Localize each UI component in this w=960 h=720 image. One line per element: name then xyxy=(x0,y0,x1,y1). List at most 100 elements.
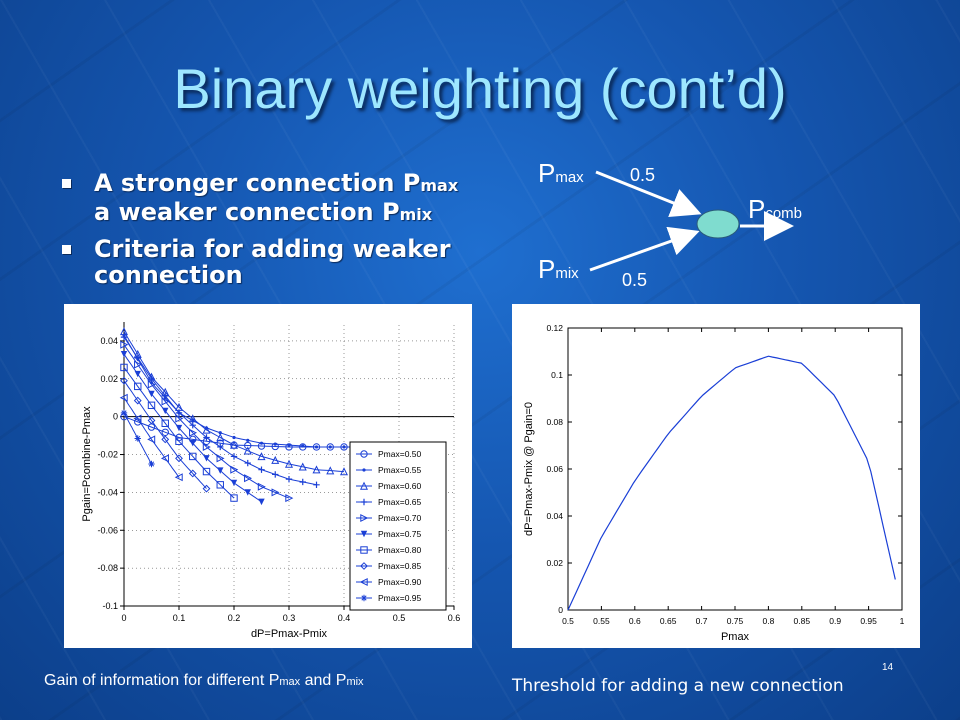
left-caption: Gain of information for different Pmax a… xyxy=(44,672,364,689)
x-tick-label: 0.6 xyxy=(629,616,641,626)
bullet-list: A stronger connection Pmax a weaker conn… xyxy=(62,170,482,296)
y-tick-label: -0.08 xyxy=(97,563,118,573)
data-point-marker xyxy=(134,360,143,369)
data-point-marker xyxy=(148,375,155,382)
y-tick-label: 0.12 xyxy=(546,323,563,333)
data-point-marker xyxy=(161,397,170,406)
x-tick-label: 0.5 xyxy=(562,616,574,626)
x-tick-label: 0.75 xyxy=(727,616,744,626)
legend-entry: Pmax=0.80 xyxy=(378,545,422,555)
data-point-marker xyxy=(230,453,238,460)
x-tick-label: 0.65 xyxy=(660,616,677,626)
data-point-marker xyxy=(162,392,169,400)
data-point-marker xyxy=(298,462,307,471)
arrow-from-pmix xyxy=(589,226,700,272)
data-point-marker xyxy=(258,466,265,473)
data-point-marker xyxy=(120,333,128,341)
data-point-marker xyxy=(147,435,156,444)
data-point-marker xyxy=(326,466,335,475)
data-point-marker xyxy=(175,454,183,463)
y-tick-label: 0.04 xyxy=(100,336,118,346)
legend-entry: Pmax=0.60 xyxy=(378,481,422,491)
bullet-item: Criteria for adding weaker connection xyxy=(62,236,482,288)
data-point-marker xyxy=(148,460,155,468)
pmix-label: Pmix xyxy=(538,254,579,284)
data-point-marker xyxy=(133,396,142,405)
y-tick-label: 0.02 xyxy=(100,374,118,384)
data-point-marker xyxy=(174,473,183,482)
data-point-marker xyxy=(216,433,225,442)
data-point-marker xyxy=(230,479,238,487)
data-point-marker xyxy=(328,445,332,449)
gain-chart: 0 0.1 0.2 0.3 0.4 0.5 0.6 0.04 0.02 0 -0.02 -0.04 -0… xyxy=(81,322,461,640)
x-axis-label: dP=Pmax-Pmix xyxy=(251,628,328,640)
data-point-marker xyxy=(203,455,210,462)
data-point-marker xyxy=(175,409,183,417)
x-tick-label: 1 xyxy=(900,616,905,626)
weight-label-top: 0.5 xyxy=(630,165,656,185)
data-point-marker xyxy=(244,441,252,450)
x-tick-label: 0.9 xyxy=(829,616,841,626)
data-point-marker xyxy=(202,442,211,451)
right-caption: Threshold for adding a new connection xyxy=(512,676,844,696)
x-tick-label: 0.55 xyxy=(593,616,610,626)
data-point-marker xyxy=(162,407,169,415)
data-point-marker xyxy=(133,414,142,423)
data-point-marker xyxy=(148,390,155,398)
data-point-marker xyxy=(134,435,141,442)
data-point-marker xyxy=(120,363,128,372)
data-point-marker xyxy=(360,450,368,458)
y-tick-label: 0.02 xyxy=(546,558,563,568)
data-point-marker xyxy=(257,452,266,461)
data-point-marker xyxy=(230,494,238,502)
legend-entry: Pmax=0.70 xyxy=(378,513,422,523)
x-tick-label: 0.8 xyxy=(762,616,774,626)
data-point-marker xyxy=(230,465,239,474)
data-point-marker xyxy=(232,435,236,440)
data-point-marker xyxy=(188,469,197,478)
data-point-marker xyxy=(217,467,224,474)
data-point-marker xyxy=(202,484,211,493)
data-point-marker xyxy=(203,434,210,441)
page-number: 14 xyxy=(882,662,894,673)
weight-label-bottom: 0.5 xyxy=(622,270,648,290)
data-point-marker xyxy=(189,452,197,461)
data-point-marker xyxy=(299,478,306,486)
slide-title: Binary weighting (cont’d) xyxy=(173,57,787,120)
data-point-marker xyxy=(244,489,251,496)
threshold-chart: 0.5 0.55 0.6 0.65 0.7 0.75 0.8 0.85 0.9 0.95 1 0.12… xyxy=(523,323,905,643)
y-tick-label: 0.06 xyxy=(546,464,563,474)
data-point-marker xyxy=(360,530,368,538)
data-point-marker xyxy=(175,437,183,445)
data-point-marker xyxy=(258,498,265,506)
data-point-marker xyxy=(216,454,225,463)
x-tick-label: 0.6 xyxy=(448,613,461,623)
data-point-marker xyxy=(134,370,141,378)
threshold-chart-panel: 0.5 0.55 0.6 0.65 0.7 0.75 0.8 0.85 0.9 0.95 1 0.12… xyxy=(512,304,920,648)
x-tick-label: 0.7 xyxy=(696,616,708,626)
legend-entry: Pmax=0.50 xyxy=(378,449,422,459)
y-axis-label: Pgain=Pcombine-Pmax xyxy=(81,406,93,522)
arrow-from-pmax xyxy=(595,170,702,218)
diagram-arrows xyxy=(589,170,794,272)
y-tick-label: -0.04 xyxy=(97,487,118,497)
data-point-marker xyxy=(243,446,252,455)
y-tick-label: 0.04 xyxy=(546,511,563,521)
y-tick-label: -0.02 xyxy=(97,450,118,460)
bullet-square-icon xyxy=(62,245,71,254)
data-point-marker xyxy=(244,459,251,467)
y-tick-label: -0.06 xyxy=(97,525,118,535)
legend-entry: Pmax=0.90 xyxy=(378,577,422,587)
data-point-marker xyxy=(342,445,346,449)
x-tick-label: 0.85 xyxy=(794,616,811,626)
bullet-square-icon xyxy=(62,179,71,188)
x-tick-label: 0.4 xyxy=(338,613,351,623)
data-point-marker xyxy=(271,488,280,497)
data-point-marker xyxy=(147,380,156,389)
data-point-marker xyxy=(359,577,368,587)
y-tick-label: 0 xyxy=(558,605,563,615)
y-tick-label: 0.08 xyxy=(546,417,563,427)
y-tick-label: 0 xyxy=(113,412,118,422)
data-point-marker xyxy=(189,421,196,429)
data-point-marker xyxy=(362,468,366,472)
